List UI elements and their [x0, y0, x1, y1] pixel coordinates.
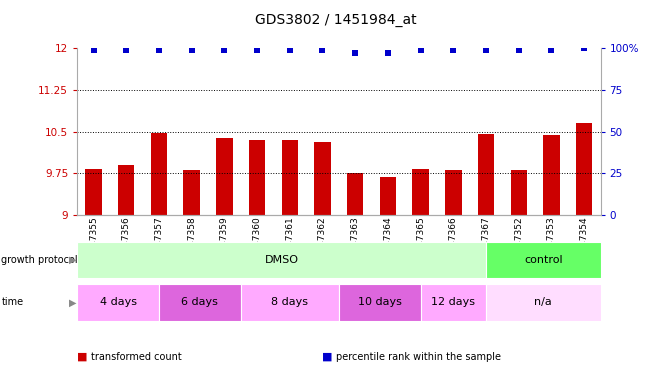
- Bar: [282, 140, 298, 215]
- Bar: [77, 284, 159, 321]
- Point: [219, 46, 229, 53]
- Bar: [77, 242, 486, 278]
- Bar: [151, 132, 167, 215]
- Point: [546, 46, 557, 53]
- Text: ▶: ▶: [68, 255, 76, 265]
- Point: [513, 46, 524, 53]
- Text: 10 days: 10 days: [358, 297, 402, 308]
- Bar: [576, 123, 592, 215]
- Bar: [486, 284, 601, 321]
- Bar: [486, 242, 601, 278]
- Bar: [347, 173, 364, 215]
- Bar: [241, 284, 339, 321]
- Text: 12 days: 12 days: [431, 297, 475, 308]
- Bar: [314, 142, 331, 215]
- Point: [317, 46, 328, 53]
- Bar: [445, 170, 462, 215]
- Point: [448, 46, 459, 53]
- Point: [350, 50, 360, 56]
- Bar: [380, 177, 396, 215]
- Text: ■: ■: [77, 352, 88, 362]
- Bar: [118, 165, 134, 215]
- Point: [121, 46, 132, 53]
- Point: [579, 45, 590, 51]
- Bar: [544, 135, 560, 215]
- Bar: [421, 284, 486, 321]
- Point: [285, 46, 295, 53]
- Point: [187, 46, 197, 53]
- Point: [88, 46, 99, 53]
- Text: time: time: [1, 297, 23, 308]
- Bar: [511, 170, 527, 215]
- Bar: [478, 134, 495, 215]
- Bar: [183, 170, 200, 215]
- Text: control: control: [524, 255, 562, 265]
- Bar: [413, 169, 429, 215]
- Text: 4 days: 4 days: [99, 297, 137, 308]
- Bar: [159, 284, 241, 321]
- Text: growth protocol: growth protocol: [1, 255, 78, 265]
- Bar: [339, 284, 421, 321]
- Point: [154, 46, 164, 53]
- Text: GDS3802 / 1451984_at: GDS3802 / 1451984_at: [255, 13, 416, 27]
- Bar: [85, 169, 102, 215]
- Text: 6 days: 6 days: [181, 297, 218, 308]
- Text: transformed count: transformed count: [91, 352, 181, 362]
- Text: n/a: n/a: [534, 297, 552, 308]
- Text: percentile rank within the sample: percentile rank within the sample: [336, 352, 501, 362]
- Text: ▶: ▶: [68, 297, 76, 308]
- Text: ■: ■: [322, 352, 333, 362]
- Point: [252, 46, 262, 53]
- Bar: [216, 138, 233, 215]
- Text: 8 days: 8 days: [271, 297, 308, 308]
- Text: DMSO: DMSO: [264, 255, 299, 265]
- Bar: [249, 140, 265, 215]
- Point: [415, 46, 426, 53]
- Point: [382, 50, 393, 56]
- Point: [480, 46, 491, 53]
